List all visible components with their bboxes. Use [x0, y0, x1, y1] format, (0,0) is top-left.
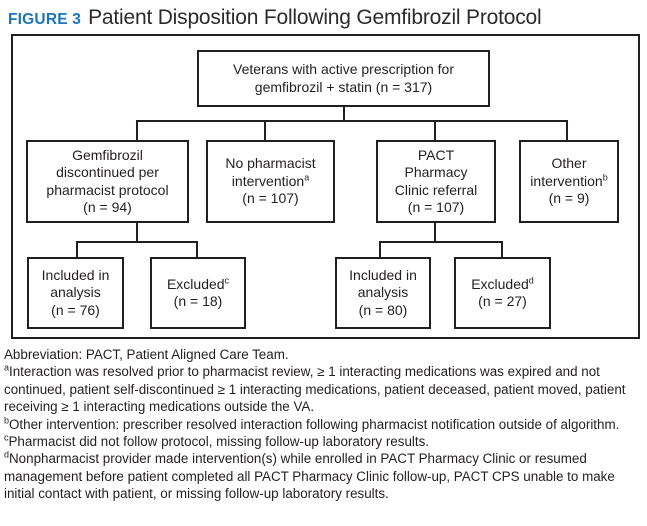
node-excluded-pact: Excludedd (n = 27)	[454, 257, 551, 329]
node-included-protocol: Included in analysis (n = 76)	[27, 257, 124, 329]
connector-bus-protocol	[76, 241, 198, 243]
figure-label: FIGURE 3	[8, 11, 82, 28]
footnote-b: bOther intervention: prescriber resolved…	[4, 415, 620, 432]
node-protocol-line1: Gemfibrozil	[72, 146, 143, 163]
node-protocol: Gemfibrozil discontinued per pharmacist …	[26, 140, 189, 223]
connector-drop-no-intervention	[264, 120, 266, 142]
connector-drop-included-pact	[379, 241, 381, 259]
node-pact-referral-line2: Pharmacy	[404, 164, 468, 180]
connector-bus-pact	[379, 241, 503, 243]
node-other-intervention: Other interventionb (n = 9)	[519, 140, 619, 223]
footnote-marker-d: d	[528, 274, 534, 285]
footnote-d: dNonpharmacist provider made interventio…	[4, 449, 615, 502]
connector-drop-protocol	[136, 120, 138, 142]
footnote-marker-c: c	[224, 274, 230, 285]
node-no-intervention-count: (n = 107)	[242, 190, 299, 207]
node-other-intervention-count: (n = 9)	[548, 190, 590, 207]
node-other-intervention-line2: interventionb	[530, 172, 608, 189]
connector-protocol-stem	[136, 223, 138, 243]
footnote-abbreviation: Abbreviation: PACT, Patient Aligned Care…	[4, 347, 289, 362]
node-protocol-count: (n = 94)	[83, 199, 132, 215]
node-no-intervention-line2: interventiona	[231, 172, 310, 189]
node-excluded-protocol: Excludedc (n = 18)	[150, 257, 246, 329]
node-excluded-protocol-line1: Excludedc	[166, 274, 230, 292]
node-protocol-line2: discontinued per	[56, 164, 159, 180]
node-protocol-line3: pharmacist protocol	[46, 181, 169, 198]
connector-pact-stem	[434, 223, 436, 243]
node-excluded-pact-line1: Excludedd	[471, 274, 534, 292]
node-included-pact-count: (n = 80)	[358, 301, 408, 318]
node-included-protocol-count: (n = 76)	[51, 301, 100, 318]
node-included-protocol-line2: analysis	[50, 284, 101, 301]
node-included-pact-line1: Included in	[349, 266, 417, 283]
node-excluded-protocol-count: (n = 18)	[173, 293, 223, 309]
footnote-c: cPharmacist did not follow protocol, mis…	[4, 432, 429, 450]
connector-root-stem	[343, 105, 345, 122]
connector-bus-row2	[136, 120, 568, 122]
node-no-intervention: No pharmacist interventiona (n = 107)	[206, 140, 335, 223]
node-other-intervention-line1: Other	[551, 155, 587, 172]
figure-header: FIGURE 3 Patient Disposition Following G…	[8, 6, 542, 30]
node-pact-referral-count: (n = 107)	[407, 199, 465, 215]
figure-title: Patient Disposition Following Gemfibrozi…	[88, 6, 542, 29]
node-included-protocol-line1: Included in	[41, 266, 110, 283]
node-no-intervention-line1: No pharmacist	[225, 155, 316, 172]
node-pact-referral-line3: Clinic referral	[394, 181, 478, 198]
node-included-pact: Included in analysis (n = 80)	[335, 257, 431, 329]
node-excluded-pact-count: (n = 27)	[478, 293, 527, 309]
footnotes: Abbreviation: PACT, Patient Aligned Care…	[4, 346, 631, 503]
node-pact-referral: PACT Pharmacy Clinic referral (n = 107)	[376, 140, 496, 223]
connector-drop-excluded-protocol	[196, 241, 198, 259]
connector-drop-pact	[434, 120, 436, 142]
footnote-marker-b: b	[602, 172, 608, 183]
node-root-line1: Veterans with active prescription for	[233, 61, 454, 77]
node-root-line2: gemfibrozil + statin (n = 317)	[254, 78, 433, 95]
footnote-marker-a: a	[304, 172, 310, 183]
connector-drop-other	[566, 120, 568, 142]
node-included-pact-line2: analysis	[357, 284, 409, 301]
connector-drop-excluded-pact	[501, 241, 503, 259]
connector-drop-included-protocol	[76, 241, 78, 259]
footnote-a: aInteraction was resolved prior to pharm…	[4, 362, 626, 415]
node-pact-referral-line1: PACT	[417, 146, 455, 163]
node-root: Veterans with active prescription for ge…	[197, 50, 490, 107]
